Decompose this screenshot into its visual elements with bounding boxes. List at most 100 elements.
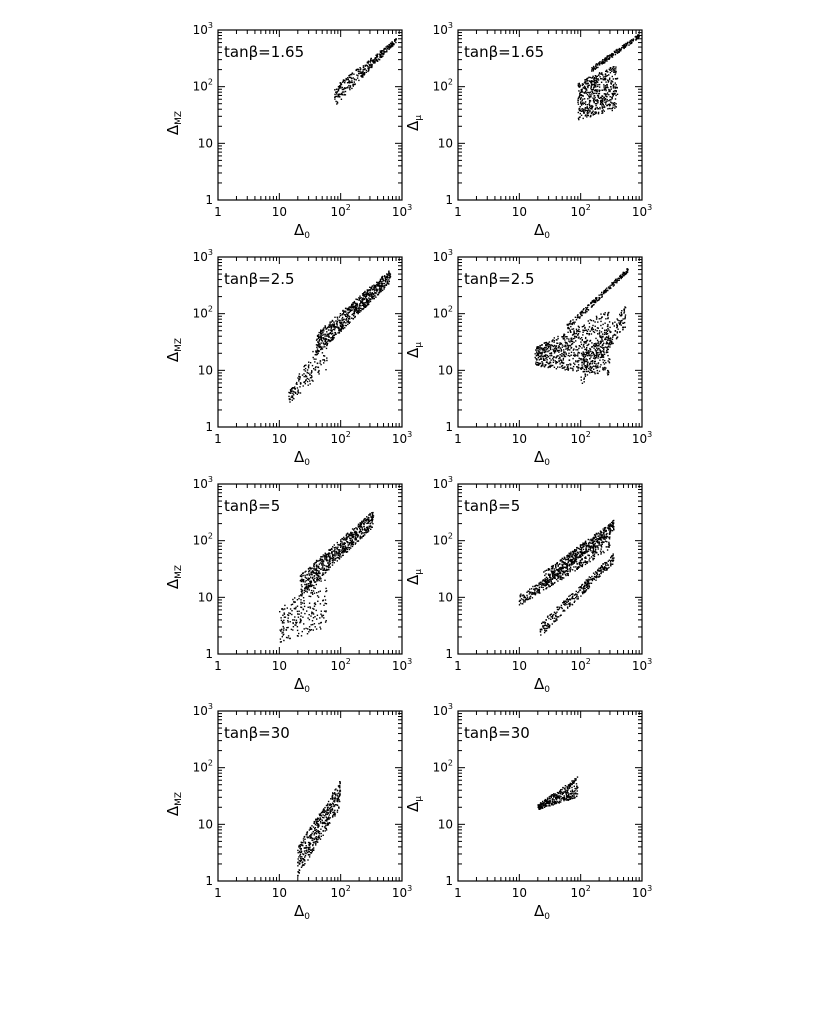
data-point — [605, 86, 607, 89]
data-point — [635, 38, 638, 40]
data-point — [547, 350, 549, 353]
data-point — [597, 78, 599, 80]
data-point — [337, 95, 340, 97]
data-point — [395, 38, 397, 40]
data-point — [536, 346, 538, 348]
data-point — [369, 525, 371, 527]
data-point — [595, 345, 597, 347]
data-point — [340, 87, 342, 89]
data-point — [367, 301, 369, 304]
data-point — [334, 555, 336, 557]
data-point — [598, 294, 600, 296]
data-point — [359, 538, 361, 540]
x-tick-label: 1 — [214, 205, 222, 219]
data-point — [365, 298, 368, 300]
data-point — [586, 355, 589, 357]
data-point — [319, 562, 322, 564]
data-point — [326, 569, 329, 571]
data-point — [374, 286, 376, 288]
data-point — [386, 49, 388, 51]
y-tick-label: 1 — [205, 420, 213, 434]
data-point — [340, 98, 343, 100]
data-point — [610, 99, 612, 101]
data-point — [579, 106, 581, 108]
data-point — [604, 289, 607, 292]
data-point — [558, 568, 560, 570]
data-point — [609, 99, 611, 101]
data-point — [352, 307, 355, 309]
data-point — [601, 355, 603, 357]
x-axis-label: Δ0 — [534, 221, 550, 241]
data-point — [366, 65, 368, 67]
data-point — [308, 571, 310, 573]
data-point — [598, 298, 600, 301]
data-point — [380, 50, 383, 52]
data-point — [316, 569, 319, 572]
data-point — [607, 317, 609, 320]
data-point — [611, 96, 613, 99]
data-point — [602, 361, 605, 364]
data-point — [312, 607, 314, 610]
data-point — [577, 334, 579, 336]
data-point — [324, 621, 327, 623]
data-point — [584, 366, 587, 368]
x-tick-label: 1 — [214, 432, 222, 446]
data-point — [350, 309, 353, 312]
data-point — [610, 67, 612, 69]
data-point — [570, 325, 572, 328]
data-point — [591, 89, 594, 91]
data-point — [582, 329, 584, 331]
data-point — [552, 348, 554, 351]
data-point — [335, 100, 337, 103]
data-point — [586, 330, 589, 332]
data-point — [605, 58, 608, 60]
data-point — [586, 339, 588, 341]
data-point — [600, 539, 603, 541]
data-point — [326, 344, 328, 346]
data-point — [595, 535, 597, 537]
data-point — [545, 347, 548, 349]
data-point — [345, 534, 347, 537]
data-point — [612, 66, 614, 68]
data-point — [299, 575, 302, 577]
data-point — [537, 364, 540, 366]
data-point — [347, 77, 349, 79]
data-point — [296, 387, 299, 389]
data-point — [379, 287, 381, 289]
data-point — [306, 380, 309, 383]
data-point — [372, 298, 374, 300]
data-point — [614, 330, 617, 332]
data-point — [389, 273, 392, 275]
data-point — [608, 361, 610, 363]
data-point — [558, 572, 560, 574]
data-point — [577, 117, 580, 120]
data-point — [588, 326, 591, 328]
data-point — [295, 619, 298, 621]
data-point — [319, 603, 322, 605]
data-point — [585, 348, 587, 351]
data-point — [590, 114, 592, 117]
data-point — [550, 570, 552, 572]
data-point — [604, 313, 606, 316]
data-point — [584, 312, 587, 314]
data-point — [611, 102, 613, 104]
data-point — [624, 326, 626, 328]
data-point — [334, 548, 336, 551]
data-point — [541, 354, 543, 356]
data-point — [597, 341, 599, 343]
data-point — [357, 540, 360, 542]
data-point — [377, 293, 380, 296]
data-point — [287, 626, 289, 629]
data-point — [548, 574, 550, 576]
data-point — [596, 316, 598, 319]
data-point — [568, 556, 570, 558]
data-point — [599, 342, 602, 345]
data-point — [357, 70, 359, 73]
data-point — [597, 538, 600, 541]
data-point — [539, 348, 541, 350]
data-point — [331, 548, 333, 550]
data-point — [328, 561, 330, 563]
data-point — [367, 518, 369, 521]
data-point — [567, 365, 569, 368]
data-point — [313, 623, 316, 625]
